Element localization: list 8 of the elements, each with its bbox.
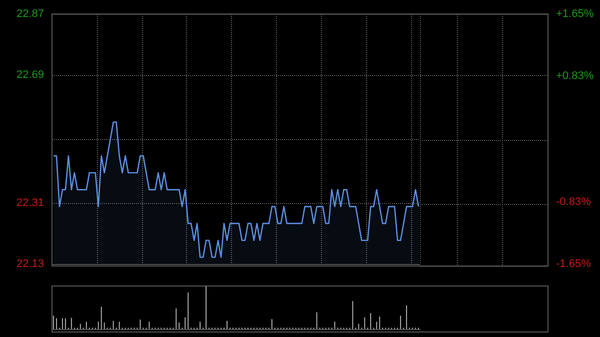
y-tick-label: 22.13 <box>16 258 44 270</box>
y-tick-label: 22.31 <box>16 197 44 210</box>
y-tick-label: 22.69 <box>16 68 44 81</box>
y2-tick-label: +0.83% <box>556 70 594 82</box>
y2-tick-label: +1.65% <box>556 8 594 20</box>
y2-tick-label: -0.83% <box>556 196 592 208</box>
y2-tick-label: -1.65% <box>556 258 592 270</box>
y-tick-label: 22.87 <box>16 8 44 20</box>
